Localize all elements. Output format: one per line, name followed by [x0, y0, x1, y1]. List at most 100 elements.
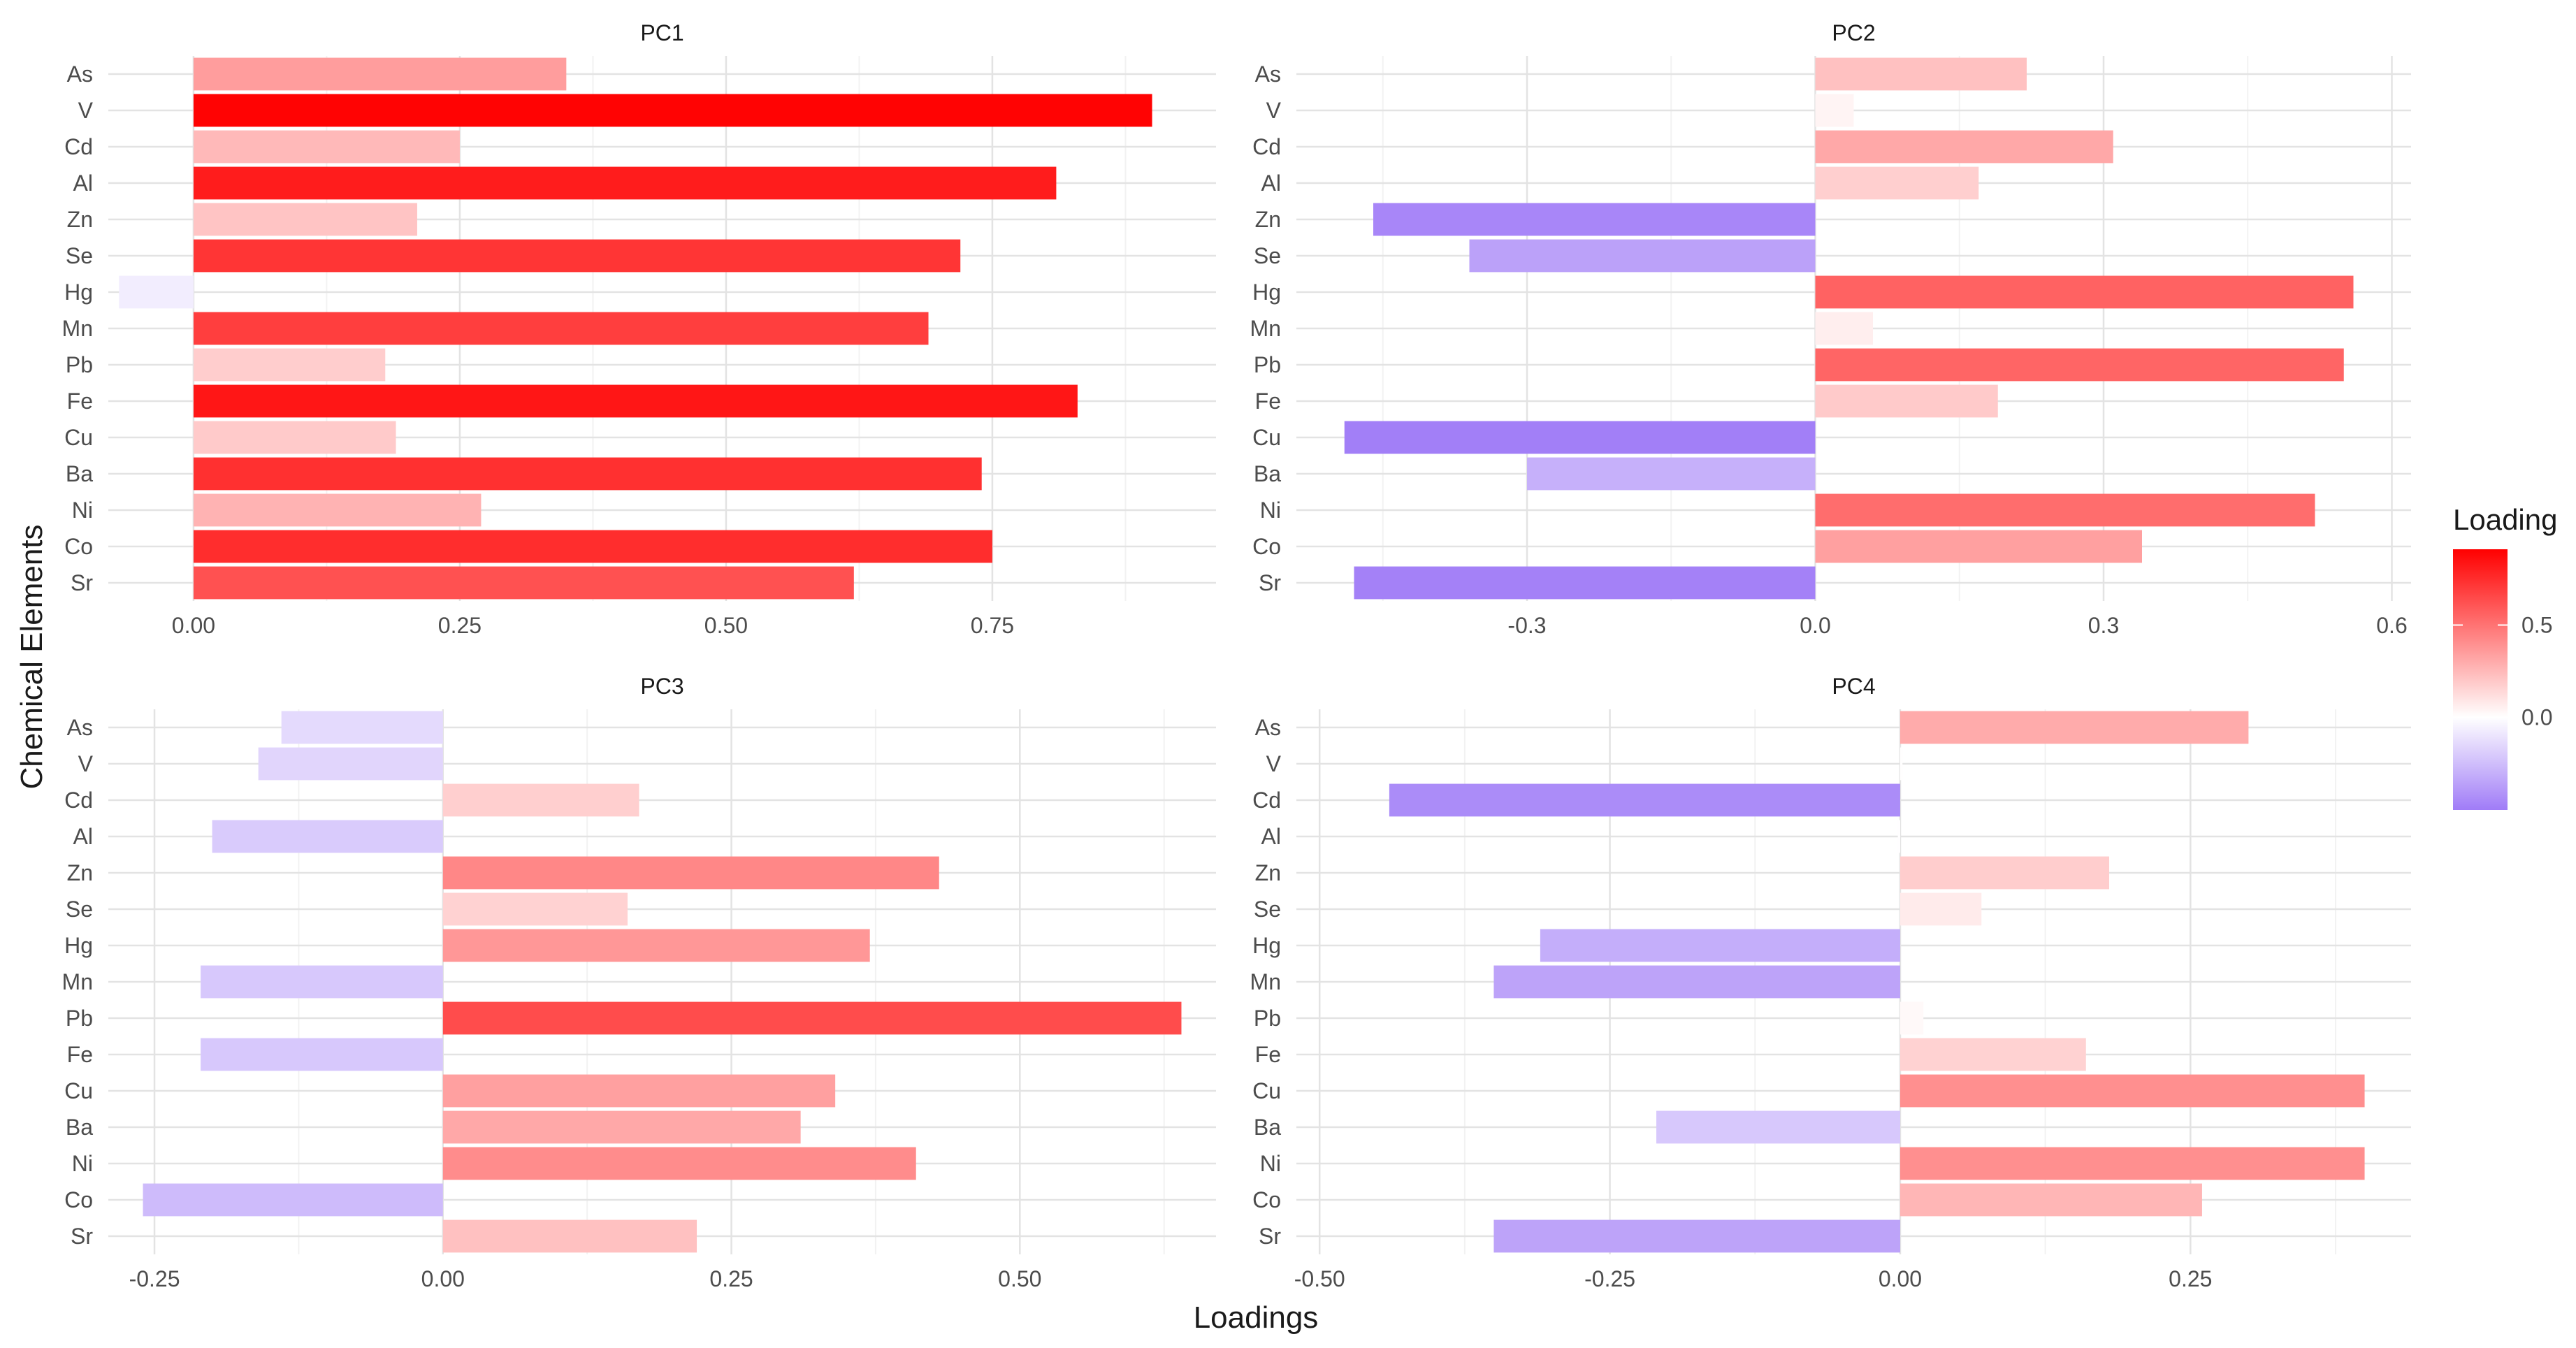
bar-pc4-pb — [1900, 1001, 1924, 1035]
x-tick-label: 0.0 — [1800, 613, 1830, 638]
y-tick-label: Ba — [66, 461, 93, 486]
y-axis-title: Chemical Elements — [15, 524, 49, 789]
y-tick-label: Co — [1252, 534, 1281, 559]
panel-pc1: 0.00 0.25 0.50 0.75 As V Cd Al Zn Se Hg Mn Pb Fe Cu Ba N… — [62, 20, 1216, 638]
y-tick-label: V — [78, 98, 94, 123]
y-tick-label: Se — [66, 243, 93, 268]
bar-pc3-as — [281, 711, 443, 744]
bar-pc4-v — [1900, 747, 1903, 781]
bar-pc4-al — [1897, 820, 1900, 853]
x-tick-label: 0.3 — [2088, 613, 2119, 638]
bar-pc4-fe — [1900, 1038, 2086, 1071]
bar-pc2-se — [1469, 239, 1816, 273]
y-tick-label: Sr — [71, 570, 93, 595]
x-tick-label: 0.50 — [704, 613, 748, 638]
bar-pc4-sr — [1493, 1219, 1900, 1253]
bar-pc4-se — [1900, 892, 1982, 926]
bar-pc1-zn — [193, 203, 417, 236]
bar-pc4-cu — [1900, 1074, 2365, 1108]
legend-ticks: 0.5 0.0 — [2453, 612, 2552, 730]
y-tick-label: Pb — [66, 1006, 93, 1031]
x-axis-title: Loadings — [1194, 1300, 1319, 1335]
x-tick-label: -0.25 — [129, 1266, 180, 1291]
bar-pc3-hg — [442, 929, 870, 962]
panel-pc3: -0.25 0.00 0.25 0.50 As V Cd Al Zn Se Hg Mn Pb Fe Cu Ba… — [62, 674, 1216, 1291]
legend-tick-label: 0.0 — [2521, 705, 2552, 730]
x-tick-label: 0.00 — [172, 613, 215, 638]
bar-pc4-zn — [1900, 856, 2110, 890]
y-tick-label: Hg — [64, 933, 93, 958]
bar-pc3-cu — [442, 1074, 836, 1108]
x-tick-label: 0.25 — [438, 613, 482, 638]
bar-pc4-co — [1900, 1183, 2202, 1217]
y-tick-label: Al — [73, 824, 93, 849]
bar-pc1-ba — [193, 457, 982, 491]
bar-pc1-pb — [193, 348, 386, 382]
y-tick-label: Pb — [1254, 352, 1281, 377]
y-tick-label: Mn — [1250, 969, 1281, 994]
y-tick-label: Cu — [64, 1078, 93, 1103]
x-tick-label: -0.25 — [1584, 1266, 1635, 1291]
x-tick-label: 0.25 — [709, 1266, 753, 1291]
y-tick-label: Zn — [1255, 207, 1281, 232]
y-tick-label: Co — [1252, 1187, 1281, 1212]
y-tick-label: Ba — [1254, 1115, 1281, 1140]
legend-colorbar — [2453, 549, 2508, 810]
x-tick-label: 0.00 — [421, 1266, 465, 1291]
bar-pc1-cd — [193, 130, 460, 164]
y-tick-label: Hg — [1252, 280, 1281, 305]
bar-pc4-hg — [1540, 929, 1900, 962]
x-tick-label: 0.75 — [971, 613, 1014, 638]
y-tick-label: As — [1255, 715, 1281, 740]
y-tick-label: Fe — [1255, 1042, 1281, 1067]
y-tick-label: V — [78, 751, 94, 776]
bar-pc2-sr — [1354, 566, 1816, 600]
y-tick-label: Se — [1254, 897, 1281, 922]
panel-pc2: -0.3 0.0 0.3 0.6 As V Cd Al Zn Se Hg Mn Pb Fe Cu Ba Ni Co… — [1250, 20, 2411, 638]
bar-pc2-v — [1815, 94, 1854, 127]
bar-pc2-zn — [1373, 203, 1816, 236]
y-tick-label: V — [1266, 98, 1282, 123]
y-tick-label: Co — [64, 534, 93, 559]
bar-pc1-al — [193, 166, 1057, 200]
y-tick-label: Sr — [71, 1224, 93, 1249]
y-tick-label: Ba — [1254, 461, 1281, 486]
y-tick-label: Sr — [1259, 1224, 1281, 1249]
y-tick-label: V — [1266, 751, 1282, 776]
y-tick-label: As — [67, 61, 93, 87]
x-tick-label: -0.50 — [1294, 1266, 1345, 1291]
y-tick-label: Ni — [72, 498, 93, 523]
facet-panels: 0.00 0.25 0.50 0.75 As V Cd Al Zn Se Hg Mn Pb Fe Cu Ba N… — [62, 20, 2411, 1291]
bar-pc2-cd — [1815, 130, 2113, 164]
y-tick-label: Mn — [1250, 316, 1281, 341]
y-tick-label: Hg — [1252, 933, 1281, 958]
y-tick-label: Ni — [1260, 1151, 1281, 1176]
bar-pc3-fe — [201, 1038, 443, 1071]
bar-pc1-mn — [193, 312, 929, 345]
y-tick-label: Se — [1254, 243, 1281, 268]
bar-pc1-sr — [193, 566, 854, 600]
bar-pc2-al — [1815, 166, 1979, 200]
panel-title: PC3 — [640, 674, 683, 699]
y-tick-label: Pb — [66, 352, 93, 377]
bar-pc3-sr — [442, 1219, 697, 1253]
bar-pc3-mn — [201, 965, 443, 999]
bar-pc1-as — [193, 57, 567, 91]
legend-title: Loading — [2453, 503, 2557, 536]
legend-tick-label: 0.5 — [2521, 612, 2552, 637]
bar-pc2-as — [1815, 57, 2027, 91]
y-tick-label: Zn — [67, 207, 93, 232]
panel-pc4: -0.50 -0.25 0.00 0.25 As V Cd Al Zn Se Hg Mn Pb Fe Cu B… — [1250, 674, 2411, 1291]
panel-title: PC4 — [1832, 674, 1875, 699]
x-tick-label: -0.3 — [1507, 613, 1546, 638]
y-tick-label: Hg — [64, 280, 93, 305]
color-legend: Loading 0.5 0.0 — [2453, 503, 2557, 810]
y-tick-label: Cd — [64, 134, 93, 159]
y-tick-label: Al — [73, 171, 93, 196]
y-tick-label: Cd — [64, 788, 93, 813]
bar-pc3-v — [258, 747, 443, 781]
bar-pc4-cd — [1389, 783, 1900, 817]
bar-pc1-se — [193, 239, 961, 273]
y-tick-label: Al — [1261, 171, 1281, 196]
